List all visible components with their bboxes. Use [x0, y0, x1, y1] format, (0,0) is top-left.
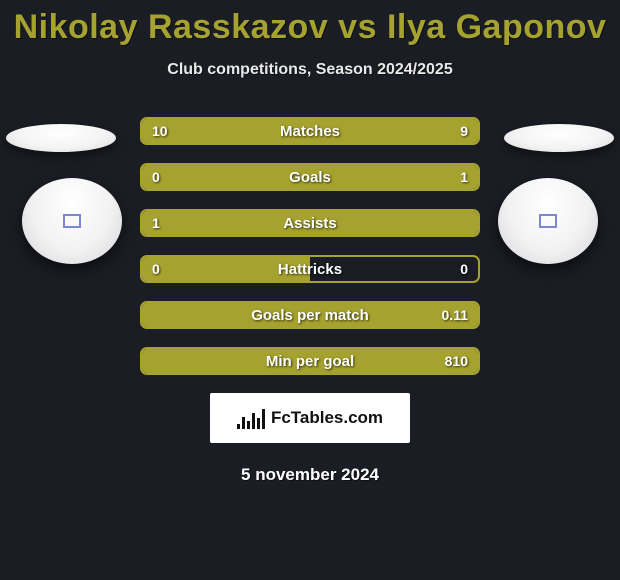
stat-row: 00Hattricks — [140, 255, 480, 283]
stat-fill-right — [319, 119, 478, 143]
brand-bars-icon — [237, 407, 265, 429]
stat-row: 01Goals — [140, 163, 480, 191]
placeholder-icon — [539, 214, 557, 228]
brand-badge: FcTables.com — [210, 393, 410, 443]
comparison-bars: 109Matches 01Goals 1Assists 00Hattricks 0.11… — [140, 117, 480, 375]
page-title: Nikolay Rasskazov vs Ilya Gaponov — [0, 0, 620, 47]
player-right-avatar-disk — [498, 178, 598, 264]
footer-date: 5 november 2024 — [0, 465, 620, 485]
stat-fill-right — [142, 349, 478, 373]
subtitle: Club competitions, Season 2024/2025 — [0, 61, 620, 79]
brand-text: FcTables.com — [271, 408, 383, 428]
stat-fill-left — [142, 211, 478, 235]
stat-row: 0.11Goals per match — [140, 301, 480, 329]
stat-fill-right — [202, 165, 478, 189]
stat-fill-left — [142, 165, 202, 189]
stat-row: 810Min per goal — [140, 347, 480, 375]
stat-fill-left — [142, 257, 310, 281]
stat-row: 1Assists — [140, 209, 480, 237]
stat-row: 109Matches — [140, 117, 480, 145]
player-left-avatar-disk — [22, 178, 122, 264]
stat-fill-right — [142, 303, 478, 327]
stat-value-right: 0 — [460, 257, 468, 281]
player-left-badge-ellipse — [6, 124, 116, 152]
player-right-badge-ellipse — [504, 124, 614, 152]
placeholder-icon — [63, 214, 81, 228]
stat-fill-left — [142, 119, 319, 143]
